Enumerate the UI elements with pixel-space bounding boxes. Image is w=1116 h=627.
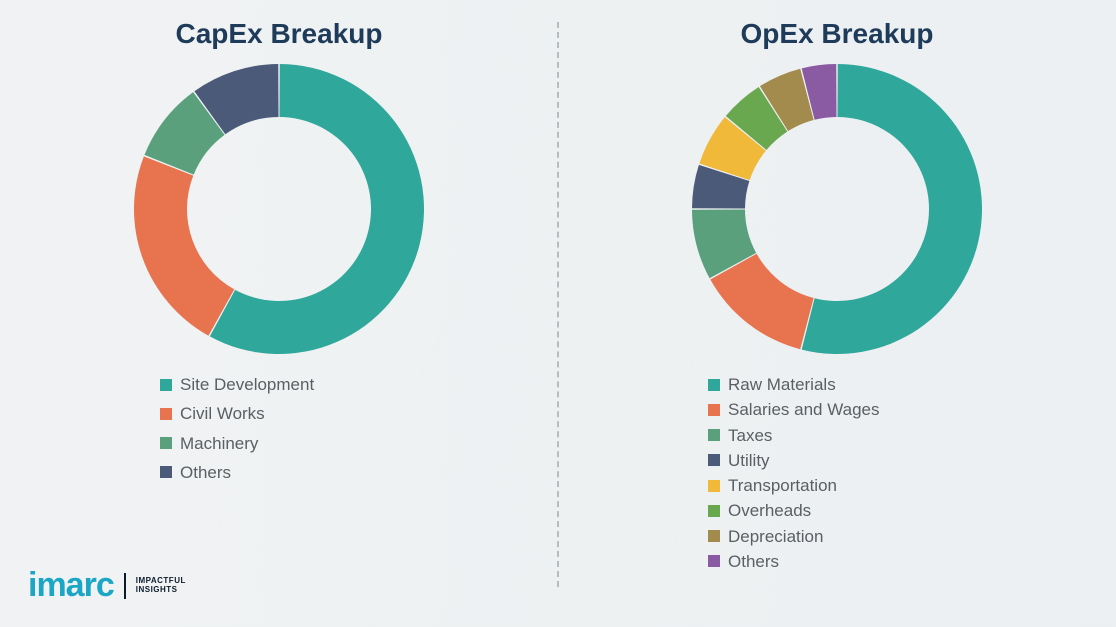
legend-swatch [708,454,720,466]
capex-panel: CapEx Breakup Site Development Civil Work… [0,0,558,627]
legend-item: Utility [708,450,880,471]
legend-item: Machinery [160,433,314,454]
legend-label: Transportation [728,475,837,496]
legend-swatch [160,437,172,449]
legend-swatch [160,408,172,420]
legend-item: Taxes [708,425,880,446]
opex-legend: Raw Materials Salaries and Wages Taxes Util… [708,374,880,572]
legend-item: Others [708,551,880,572]
legend-label: Machinery [180,433,258,454]
legend-swatch [708,404,720,416]
capex-donut [134,64,424,354]
legend-swatch [708,555,720,567]
legend-label: Others [728,551,779,572]
brand-logo: imarc IMPACTFUL INSIGHTS [28,566,186,605]
opex-title: OpEx Breakup [741,18,934,50]
legend-swatch [160,379,172,391]
opex-donut-svg [692,64,982,354]
legend-swatch [708,480,720,492]
legend-label: Civil Works [180,403,265,424]
brand-tagline: IMPACTFUL INSIGHTS [136,577,186,594]
capex-donut-svg [134,64,424,354]
brand-tagline-line2: INSIGHTS [136,585,178,594]
legend-swatch [708,379,720,391]
legend-swatch [708,505,720,517]
brand-mark: imarc [28,566,114,605]
legend-label: Utility [728,450,770,471]
legend-item: Site Development [160,374,314,395]
legend-item: Depreciation [708,526,880,547]
legend-item: Others [160,462,314,483]
capex-title: CapEx Breakup [176,18,383,50]
legend-label: Depreciation [728,526,823,547]
legend-item: Overheads [708,500,880,521]
charts-container: CapEx Breakup Site Development Civil Work… [0,0,1116,627]
legend-item: Transportation [708,475,880,496]
legend-label: Overheads [728,500,811,521]
brand-text: imarc [28,566,114,604]
capex-legend: Site Development Civil Works Machinery Othe… [160,374,314,483]
opex-donut [692,64,982,354]
legend-label: Others [180,462,231,483]
legend-label: Taxes [728,425,772,446]
donut-slice [134,156,234,335]
legend-label: Raw Materials [728,374,836,395]
legend-item: Raw Materials [708,374,880,395]
legend-swatch [708,429,720,441]
legend-swatch [160,466,172,478]
legend-label: Salaries and Wages [728,399,880,420]
legend-swatch [708,530,720,542]
opex-panel: OpEx Breakup Raw Materials Salaries and W… [558,0,1116,627]
legend-item: Salaries and Wages [708,399,880,420]
legend-label: Site Development [180,374,314,395]
legend-item: Civil Works [160,403,314,424]
brand-separator [124,573,126,599]
panel-divider [557,22,559,587]
